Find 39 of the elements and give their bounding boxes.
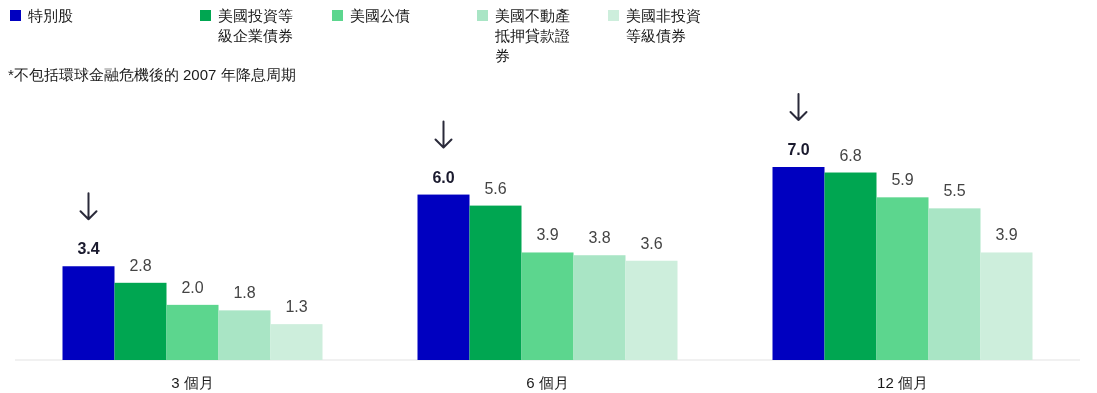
bar xyxy=(980,252,1033,360)
bar xyxy=(417,194,470,360)
data-label: 3.9 xyxy=(995,226,1018,244)
legend-label: 美國不動產抵押貸款證券 xyxy=(495,6,571,66)
data-label: 3.6 xyxy=(640,234,663,252)
bar xyxy=(166,304,219,360)
bar xyxy=(772,167,825,360)
x-tick-label: 6 個月 xyxy=(526,374,569,391)
bar xyxy=(521,252,574,360)
data-label: 5.5 xyxy=(943,182,966,200)
data-label: 5.9 xyxy=(891,171,914,189)
data-label: 3.9 xyxy=(536,226,559,244)
bar xyxy=(928,208,981,360)
data-label: 6.0 xyxy=(432,168,455,186)
bar xyxy=(824,172,877,360)
data-label: 6.8 xyxy=(839,146,862,164)
bar xyxy=(625,260,678,360)
data-label: 1.8 xyxy=(233,284,256,302)
data-label: 2.0 xyxy=(181,278,204,296)
data-label: 5.6 xyxy=(484,179,507,197)
text: *不包括環球金融危機後的 2007 年降息周期 xyxy=(8,66,296,85)
data-label: 1.3 xyxy=(285,298,308,316)
legend-label: 美國非投資等級債券 xyxy=(626,6,701,46)
bar xyxy=(876,197,929,360)
legend-label: 美國投資等級企業債券 xyxy=(218,6,294,46)
bar xyxy=(218,310,271,360)
legend-label: 特別股 xyxy=(28,6,74,26)
bar xyxy=(469,205,522,360)
data-label: 7.0 xyxy=(787,141,810,158)
data-label: 2.8 xyxy=(129,256,152,274)
bar xyxy=(62,266,115,360)
legend-label: 美國公債 xyxy=(350,6,411,26)
data-label: 3.8 xyxy=(588,229,611,247)
bar xyxy=(114,282,167,360)
bar xyxy=(573,255,626,360)
bar xyxy=(270,324,323,360)
data-label: 3.4 xyxy=(77,240,100,258)
x-tick-label: 12 個月 xyxy=(877,374,928,391)
x-tick-label: 3 個月 xyxy=(171,374,214,391)
